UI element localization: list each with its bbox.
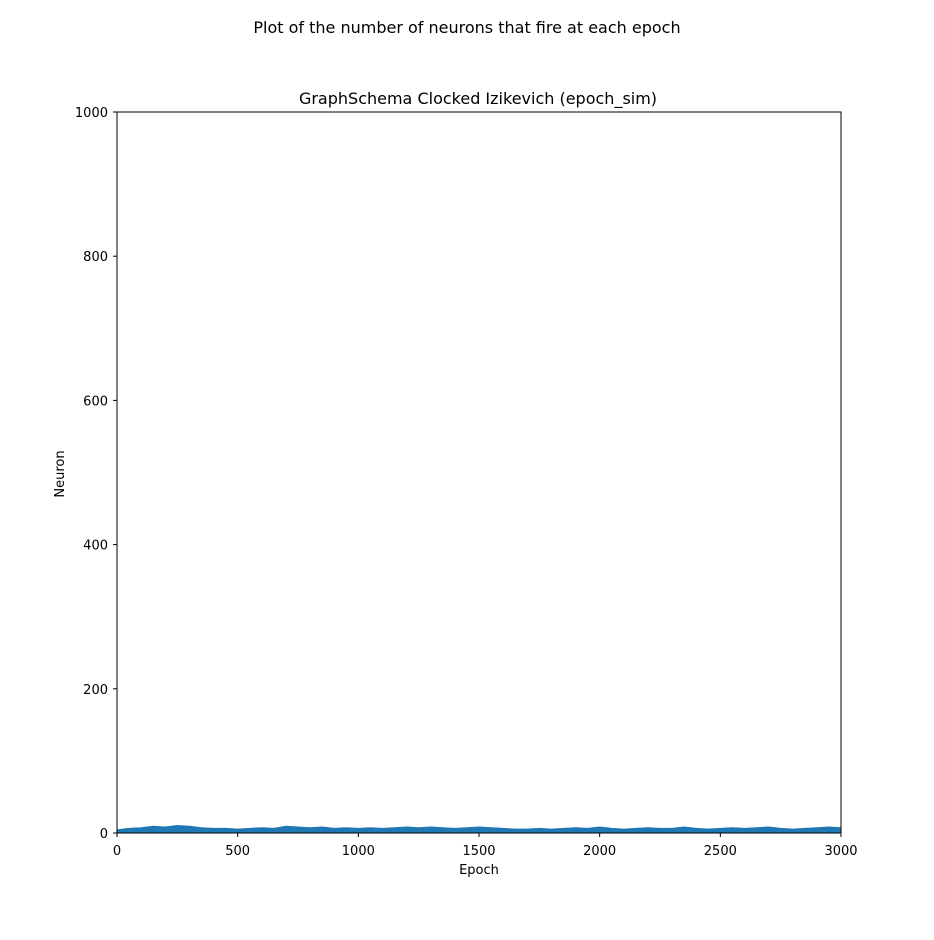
x-tick-label: 3000 bbox=[824, 844, 857, 859]
y-tick-label: 800 bbox=[83, 250, 108, 265]
x-tick-label: 1500 bbox=[462, 844, 495, 859]
x-tick-label: 0 bbox=[113, 844, 121, 859]
ticks-layer: 0 500 1000 1500 2000 2500 3000 0 200 400 600 800 100… bbox=[75, 106, 858, 859]
y-tick-label: 200 bbox=[83, 683, 108, 698]
series-layer bbox=[117, 826, 841, 833]
y-tick-label: 400 bbox=[83, 539, 108, 554]
x-axis-label: Epoch bbox=[459, 863, 499, 878]
x-tick-label: 2000 bbox=[583, 844, 616, 859]
chart-suptitle: Plot of the number of neurons that fire … bbox=[253, 18, 680, 37]
y-axis-label: Neuron bbox=[53, 450, 68, 497]
x-tick-label: 1000 bbox=[342, 844, 375, 859]
plot-frame bbox=[117, 112, 841, 833]
y-tick-label: 1000 bbox=[75, 106, 108, 121]
x-tick-label: 500 bbox=[225, 844, 250, 859]
chart-title: GraphSchema Clocked Izikevich (epoch_sim… bbox=[299, 89, 657, 109]
y-tick-label: 600 bbox=[83, 394, 108, 409]
x-tick-label: 2500 bbox=[704, 844, 737, 859]
y-tick-label: 0 bbox=[100, 827, 108, 842]
